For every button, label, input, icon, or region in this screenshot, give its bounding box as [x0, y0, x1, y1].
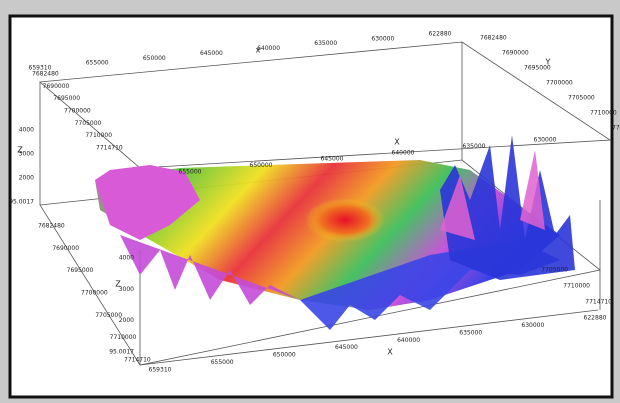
y-tick-label: 7700000 [81, 290, 108, 297]
x-tick-label: 630000 [521, 322, 544, 329]
y-tick-label: 7705000 [568, 95, 595, 102]
axis-label: X [394, 138, 400, 147]
y-tick-label: 7705000 [75, 120, 102, 127]
x-tick-label: 640000 [257, 45, 280, 52]
y-tick-label: 7714710 [96, 145, 123, 152]
z-tick-label: 95.0017 [9, 199, 34, 206]
y-tick-label: 7690000 [43, 83, 70, 90]
axis-label: Y [545, 58, 551, 67]
y-tick-label: 7700000 [546, 80, 573, 87]
y-tick-label: 7714710 [612, 125, 620, 132]
y-tick-label: 7682480 [38, 223, 65, 230]
y-tick-label: 7710000 [563, 283, 590, 290]
y-tick-label: 7710000 [590, 110, 617, 117]
x-tick-label: 659310 [149, 367, 172, 374]
x-tick-label: 650000 [250, 162, 273, 169]
x-tick-label: 655000 [179, 169, 202, 176]
y-tick-label: 7695000 [524, 65, 551, 72]
y-tick-label: 7682480 [480, 35, 507, 42]
y-tick-label: 7705000 [541, 267, 568, 274]
x-tick-label: 650000 [143, 55, 166, 62]
y-tick-label: 7682480 [32, 71, 59, 78]
x-tick-label: 645000 [335, 344, 358, 351]
y-tick-label: 7690000 [52, 245, 79, 252]
x-tick-label: 640000 [392, 149, 415, 156]
x-tick-label: 635000 [459, 329, 482, 336]
y-tick-label: 7714710 [124, 357, 151, 364]
x-tick-label: 635000 [463, 143, 486, 150]
x-tick-label: 645000 [200, 50, 223, 57]
axis-label: Z [115, 280, 121, 289]
axis-label: X [387, 348, 393, 357]
z-tick-label: 2000 [119, 317, 134, 324]
z-tick-label: 3000 [119, 286, 134, 293]
x-tick-label: 650000 [273, 352, 296, 359]
surface [95, 135, 575, 330]
x-tick-label: 622880 [584, 315, 607, 322]
y-tick-label: 7705000 [95, 312, 122, 319]
x-tick-label: 655000 [211, 359, 234, 366]
z-tick-label: 95.0017 [109, 349, 134, 356]
axis-label: x [256, 46, 261, 55]
axis-label: Z [17, 146, 23, 155]
x-tick-label: 635000 [314, 40, 337, 47]
x-tick-label: 640000 [397, 337, 420, 344]
z-tick-label: 4000 [19, 127, 34, 134]
z-tick-label: 3000 [19, 151, 34, 158]
y-tick-label: 7710000 [110, 334, 137, 341]
z-tick-label: 2000 [19, 175, 34, 182]
y-tick-label: 7714710 [585, 299, 612, 306]
y-tick-label: 7695000 [67, 267, 94, 274]
x-tick-label: 659310 [29, 65, 52, 72]
x-tick-label: 630000 [534, 137, 557, 144]
y-tick-label: 7695000 [53, 95, 80, 102]
y-tick-label: 7690000 [502, 50, 529, 57]
x-tick-label: 645000 [321, 156, 344, 163]
x-tick-label: 622880 [429, 31, 452, 38]
y-tick-label: 7710000 [85, 132, 112, 139]
z-tick-label: 4000 [119, 255, 134, 262]
x-tick-label: 655000 [86, 60, 109, 67]
y-tick-label: 7700000 [64, 108, 91, 115]
x-tick-label: 630000 [371, 35, 394, 42]
